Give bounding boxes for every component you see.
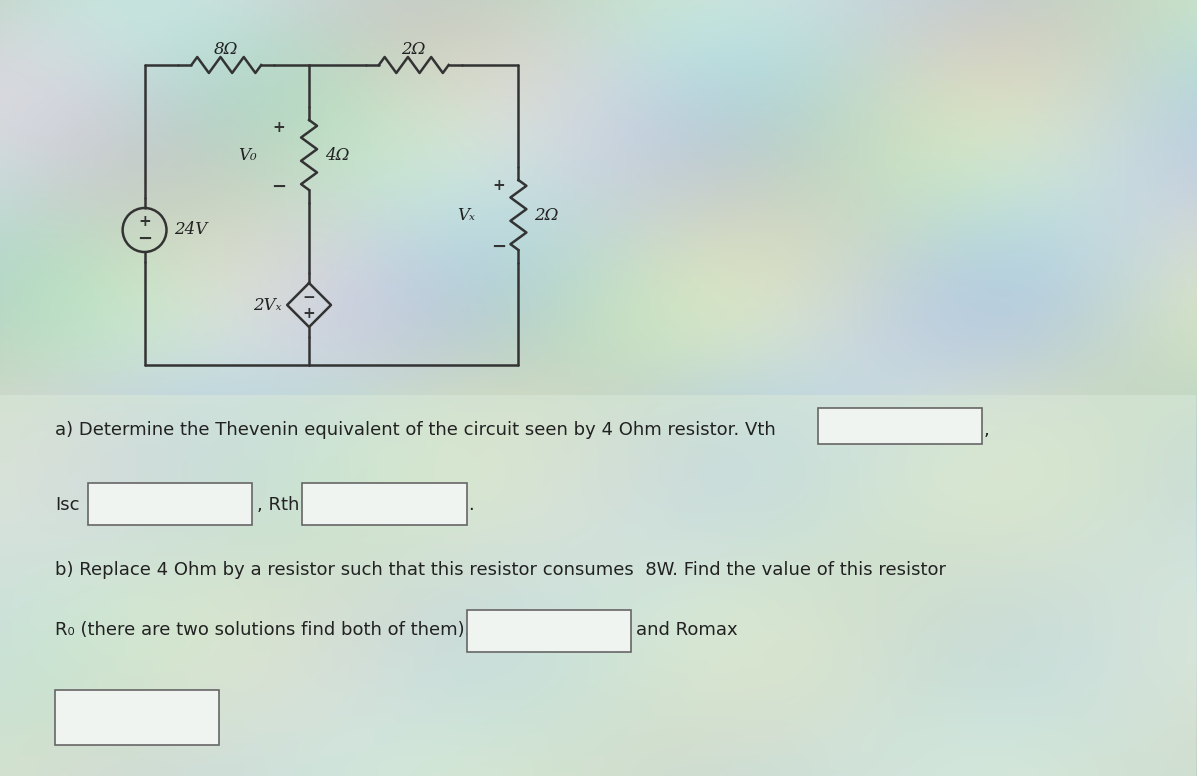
Text: , Rth: , Rth bbox=[257, 496, 300, 514]
Text: +: + bbox=[272, 120, 286, 134]
Text: Vₓ: Vₓ bbox=[457, 206, 475, 223]
Text: ,: , bbox=[984, 421, 990, 439]
Text: V₀: V₀ bbox=[238, 147, 257, 164]
Text: a) Determine the Thevenin equivalent of the circuit seen by 4 Ohm resistor. Vth: a) Determine the Thevenin equivalent of … bbox=[55, 421, 775, 439]
Text: 2Vₓ: 2Vₓ bbox=[253, 296, 281, 314]
Text: and Romax: and Romax bbox=[636, 621, 738, 639]
Bar bbox=[55, 690, 220, 745]
Text: −: − bbox=[271, 178, 287, 196]
Text: 8Ω: 8Ω bbox=[214, 40, 239, 57]
Bar bbox=[88, 483, 252, 525]
Text: 24V: 24V bbox=[174, 221, 208, 238]
Text: .: . bbox=[468, 496, 474, 514]
Text: 2Ω: 2Ω bbox=[534, 206, 559, 223]
Text: 4Ω: 4Ω bbox=[325, 147, 349, 164]
Text: +: + bbox=[492, 178, 505, 192]
Text: +: + bbox=[138, 214, 151, 230]
Bar bbox=[0, 395, 1196, 776]
Text: −: − bbox=[491, 238, 506, 256]
Text: 2Ω: 2Ω bbox=[402, 40, 426, 57]
Text: Isc: Isc bbox=[55, 496, 79, 514]
Bar bbox=[817, 408, 982, 444]
Text: b) Replace 4 Ohm by a resistor such that this resistor consumes  8W. Find the va: b) Replace 4 Ohm by a resistor such that… bbox=[55, 561, 946, 579]
Text: −: − bbox=[302, 289, 316, 304]
Text: −: − bbox=[137, 230, 152, 248]
Text: R₀ (there are two solutions find both of them).  Romin: R₀ (there are two solutions find both of… bbox=[55, 621, 539, 639]
Text: +: + bbox=[302, 307, 316, 321]
Bar bbox=[467, 610, 631, 652]
Bar bbox=[302, 483, 467, 525]
